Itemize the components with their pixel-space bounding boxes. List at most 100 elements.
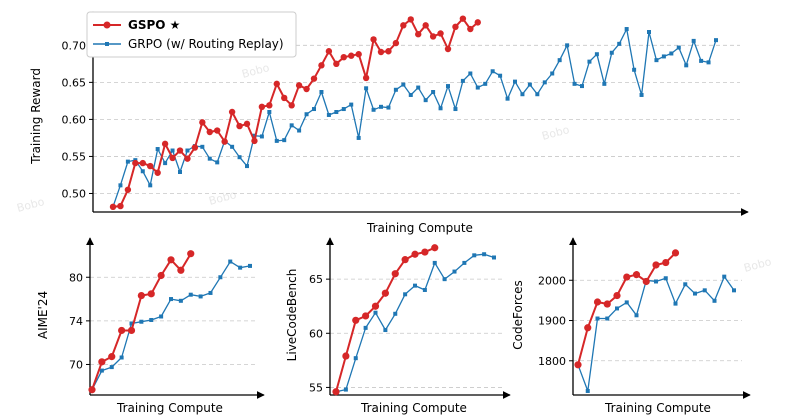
grpo-point — [663, 276, 668, 281]
gspo-point — [467, 25, 474, 33]
gspo-point — [251, 137, 258, 145]
grpo-point — [712, 298, 717, 303]
gspo-point — [593, 298, 602, 306]
grpo-point — [722, 274, 727, 279]
data-series — [88, 250, 252, 394]
grpo-point — [237, 155, 242, 160]
grpo-point — [282, 138, 287, 143]
grpo-point — [647, 30, 651, 34]
grpo-point — [513, 79, 517, 84]
grpo-point — [188, 292, 193, 297]
grpo-point — [602, 81, 607, 86]
grpo-point — [356, 135, 361, 140]
grpo-point — [624, 27, 629, 32]
grpo-point — [683, 282, 688, 287]
main-chart: 0.50 0.55 0.60 0.65 0.70 Training Compute Tr… — [29, 11, 749, 235]
grpo-point — [297, 128, 302, 133]
grpo-point — [163, 161, 168, 166]
grpo-point — [119, 355, 124, 360]
y-tick-label: 1800 — [538, 355, 566, 368]
gspo-point — [340, 53, 347, 61]
grpo-point — [267, 110, 272, 114]
gspo-point — [371, 302, 380, 310]
gspo-point — [392, 39, 400, 47]
gspo-point — [191, 144, 199, 151]
grpo-point — [580, 84, 584, 89]
gspo-point — [154, 169, 161, 176]
grpo-point — [125, 159, 130, 164]
grpo-point — [732, 288, 736, 293]
grpo-point — [228, 259, 233, 264]
gspo-point — [303, 85, 310, 93]
gspo-point — [228, 108, 236, 116]
grpo-point — [673, 301, 678, 306]
gspo-line — [577, 252, 677, 366]
gspo-point — [429, 33, 437, 40]
grpo-point — [453, 107, 458, 112]
grpo-point — [304, 112, 309, 117]
grpo-point — [248, 263, 252, 268]
gspo-point — [184, 155, 191, 162]
grpo-line — [91, 260, 251, 391]
grpo-point — [155, 147, 160, 152]
data-series — [109, 15, 718, 211]
grid-lines — [330, 278, 502, 388]
gspo-point — [109, 203, 117, 211]
legend-grpo-label: GRPO (w/ Routing Replay) — [128, 37, 284, 51]
gspo-point — [147, 162, 154, 170]
grpo-point — [218, 275, 223, 280]
x-axis-label: Training Compute — [360, 401, 467, 415]
grpo-point — [118, 183, 123, 188]
grpo-point — [341, 107, 346, 112]
gspo-point — [98, 358, 106, 366]
grpo-point — [438, 106, 443, 111]
y-ticks: 1800 1900 2000 — [538, 274, 573, 368]
grpo-point — [326, 112, 331, 117]
grpo-point — [393, 311, 398, 316]
grpo-point — [505, 96, 510, 101]
grpo-point — [169, 297, 173, 302]
y-tick-label: 55 — [309, 381, 323, 394]
grpo-point — [238, 265, 243, 270]
grpo-point — [159, 314, 164, 319]
gspo-point — [603, 300, 611, 308]
legend-box — [86, 11, 297, 58]
grpo-point — [615, 306, 619, 311]
grpo-point — [230, 144, 235, 149]
gspo-point — [199, 119, 206, 126]
gspo-point — [167, 256, 175, 264]
grpo-line — [112, 28, 717, 208]
y-tick-label: 0.70 — [62, 39, 87, 52]
gspo-point — [266, 102, 273, 109]
grpo-point — [386, 105, 391, 110]
gspo-point — [157, 271, 165, 280]
grpo-point — [343, 387, 348, 392]
gspo-point — [127, 326, 136, 335]
grpo-point — [693, 291, 697, 296]
gspo-point — [332, 388, 340, 396]
watermark: Bobo — [207, 188, 238, 208]
grpo-point — [319, 90, 324, 94]
grpo-point — [99, 368, 104, 373]
y-tick-label: 70 — [69, 358, 83, 371]
grpo-line — [577, 275, 735, 392]
y-axis-label: CodeForces — [511, 280, 525, 349]
grpo-point — [379, 104, 383, 109]
y-axis-label: LiveCodeBench — [285, 269, 299, 362]
grpo-point — [492, 255, 496, 260]
grpo-point — [363, 325, 368, 330]
gspo-point — [422, 22, 429, 29]
watermark: Bobo — [742, 255, 773, 275]
y-ticks: 0.50 0.55 0.60 0.65 0.70 — [62, 39, 93, 200]
grpo-point — [200, 144, 205, 149]
data-series — [574, 249, 736, 393]
legend: GSPO ★ GRPO (w/ Routing Replay) — [86, 11, 297, 58]
y-tick-label: 65 — [309, 273, 323, 286]
grpo-point — [334, 110, 339, 114]
y-ticks: 70 74 80 — [69, 271, 90, 371]
grpo-point — [178, 170, 182, 174]
gspo-point — [671, 249, 680, 257]
gspo-point — [459, 15, 467, 22]
grpo-point — [349, 102, 354, 107]
